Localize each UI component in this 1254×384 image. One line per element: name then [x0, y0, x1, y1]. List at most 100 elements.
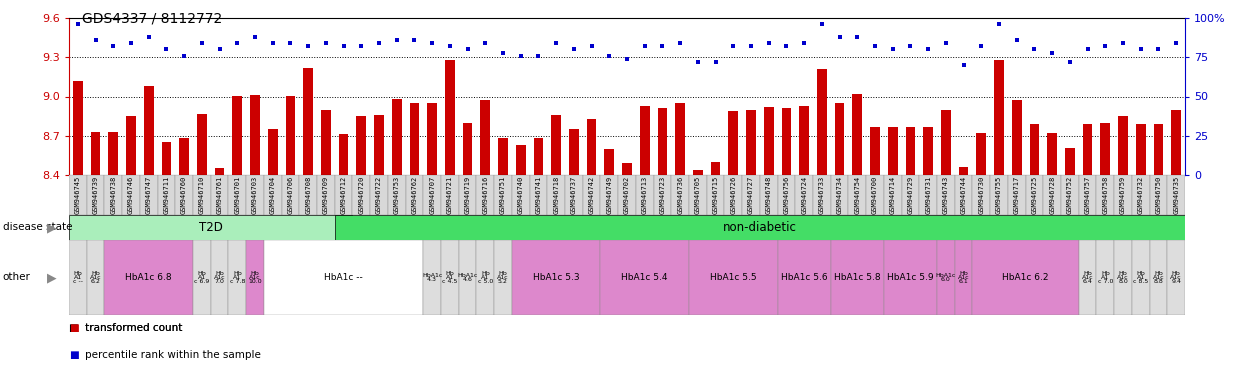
Bar — [374, 115, 384, 175]
Text: Hb
A1c
8.8: Hb A1c 8.8 — [1152, 271, 1164, 285]
Point — [776, 43, 796, 49]
Bar — [428, 103, 436, 175]
Point — [386, 37, 406, 43]
Point — [582, 43, 602, 49]
Point — [423, 40, 443, 46]
Text: GSM946719: GSM946719 — [464, 176, 470, 214]
Bar — [441, 240, 459, 315]
Text: GSM946762: GSM946762 — [411, 176, 418, 214]
Bar — [232, 96, 242, 175]
Bar — [144, 86, 153, 175]
Bar — [250, 95, 260, 175]
Bar — [1171, 109, 1181, 175]
Text: GSM946732: GSM946732 — [1137, 176, 1144, 214]
Bar — [994, 60, 1004, 175]
Text: GSM946717: GSM946717 — [1013, 176, 1020, 214]
Bar — [477, 175, 494, 215]
Bar — [140, 175, 158, 215]
Point — [545, 40, 566, 46]
Text: HbA1c 5.9: HbA1c 5.9 — [887, 273, 934, 282]
Text: ■  transformed count: ■ transformed count — [69, 323, 183, 333]
Point — [369, 40, 389, 46]
Bar — [601, 240, 688, 315]
Bar — [370, 175, 387, 215]
Bar — [424, 240, 441, 315]
Text: GSM946728: GSM946728 — [1050, 176, 1055, 214]
Bar — [1132, 175, 1150, 215]
Text: GSM946712: GSM946712 — [341, 176, 346, 214]
Text: GSM946756: GSM946756 — [784, 176, 790, 214]
Bar — [781, 108, 791, 175]
Bar — [1026, 175, 1043, 215]
Bar — [640, 106, 650, 175]
Point — [617, 56, 637, 62]
Text: GSM946714: GSM946714 — [890, 176, 895, 214]
Bar — [87, 175, 104, 215]
Text: GSM946754: GSM946754 — [854, 176, 860, 214]
Bar — [286, 96, 295, 175]
Point — [245, 34, 265, 40]
Bar — [746, 109, 756, 175]
Bar — [867, 175, 884, 215]
Bar — [1154, 124, 1164, 175]
Text: GSM946731: GSM946731 — [925, 176, 932, 214]
Point — [1166, 40, 1186, 46]
Text: GSM946739: GSM946739 — [93, 176, 99, 214]
Point — [1095, 43, 1115, 49]
Bar — [498, 138, 508, 175]
Text: Hb
A1c
9.4: Hb A1c 9.4 — [1170, 271, 1183, 285]
Bar — [1078, 240, 1096, 315]
Text: HbA1c
4.3: HbA1c 4.3 — [421, 273, 443, 282]
Point — [334, 43, 354, 49]
Bar — [1132, 240, 1150, 315]
Point — [724, 43, 744, 49]
Bar — [905, 127, 915, 175]
Bar — [335, 175, 352, 215]
Point — [706, 59, 726, 65]
Bar — [356, 116, 366, 175]
Bar — [813, 175, 830, 215]
Text: GSM946759: GSM946759 — [1120, 176, 1126, 214]
Text: Hb
A1
c 6.9: Hb A1 c 6.9 — [194, 271, 209, 285]
Bar — [636, 175, 653, 215]
Text: GSM946723: GSM946723 — [660, 176, 666, 214]
Point — [830, 34, 850, 40]
Bar — [480, 101, 490, 175]
Bar — [1150, 240, 1167, 315]
Point — [1025, 46, 1045, 53]
Bar — [246, 240, 263, 315]
Bar — [566, 175, 583, 215]
Bar — [799, 106, 809, 175]
Text: GSM946713: GSM946713 — [642, 176, 648, 214]
Text: other: other — [3, 273, 30, 283]
Bar — [494, 240, 512, 315]
Bar — [176, 175, 193, 215]
Bar — [618, 175, 636, 215]
Bar — [263, 240, 424, 315]
Bar — [1065, 147, 1075, 175]
Text: GSM946745: GSM946745 — [75, 176, 80, 214]
Text: Hb
A1
c 5.0: Hb A1 c 5.0 — [478, 271, 493, 285]
Text: Hb
A1
c 7.0: Hb A1 c 7.0 — [1097, 271, 1114, 285]
Text: GSM946703: GSM946703 — [252, 176, 258, 214]
Bar — [830, 240, 884, 315]
Text: GDS4337 / 8112772: GDS4337 / 8112772 — [82, 12, 222, 25]
Text: GSM946738: GSM946738 — [110, 176, 117, 214]
Bar — [104, 175, 122, 215]
Point — [670, 40, 690, 46]
Text: GSM946724: GSM946724 — [801, 176, 808, 214]
Text: Hb
A1
c 8.5: Hb A1 c 8.5 — [1134, 271, 1149, 285]
Point — [811, 21, 831, 27]
Bar — [441, 175, 459, 215]
Bar — [158, 175, 176, 215]
Text: GSM946740: GSM946740 — [518, 176, 524, 214]
Point — [635, 43, 655, 49]
Bar — [197, 114, 207, 175]
Bar — [977, 133, 986, 175]
Text: Hb
A1c
8.0: Hb A1c 8.0 — [1117, 271, 1129, 285]
Point — [900, 43, 920, 49]
Text: GSM946737: GSM946737 — [571, 176, 577, 214]
Bar — [512, 240, 601, 315]
Bar — [303, 68, 314, 175]
Text: Hb
A1c
6.1: Hb A1c 6.1 — [958, 271, 969, 285]
